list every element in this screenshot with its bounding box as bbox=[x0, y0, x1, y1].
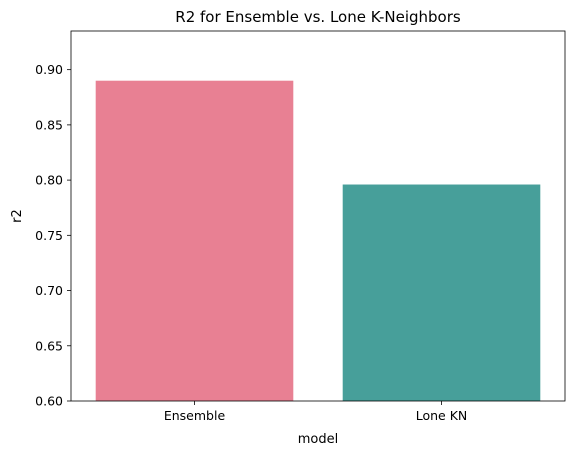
bar-lone-kn bbox=[342, 184, 541, 401]
y-tick-label: 0.75 bbox=[35, 228, 63, 243]
y-tick-label: 0.70 bbox=[35, 283, 63, 298]
bars-group bbox=[95, 80, 541, 402]
x-tick-label: Ensemble bbox=[164, 408, 226, 423]
y-axis-ticks: 0.60 0.65 0.70 0.75 0.80 0.85 0.90 bbox=[35, 62, 71, 409]
y-axis-label: r2 bbox=[10, 209, 25, 223]
y-tick-label: 0.60 bbox=[35, 394, 63, 409]
plot-frame bbox=[70, 30, 566, 402]
y-tick-label: 0.80 bbox=[35, 173, 63, 188]
chart-title: R2 for Ensemble vs. Lone K-Neighbors bbox=[175, 8, 461, 26]
y-tick-label: 0.65 bbox=[35, 338, 63, 353]
x-tick-label: Lone KN bbox=[416, 408, 468, 423]
x-axis-label: model bbox=[298, 432, 338, 447]
x-axis-ticks: Ensemble Lone KN bbox=[164, 401, 467, 423]
bar-ensemble bbox=[95, 80, 294, 402]
y-tick-label: 0.85 bbox=[35, 117, 63, 132]
y-tick-label: 0.90 bbox=[35, 62, 63, 77]
